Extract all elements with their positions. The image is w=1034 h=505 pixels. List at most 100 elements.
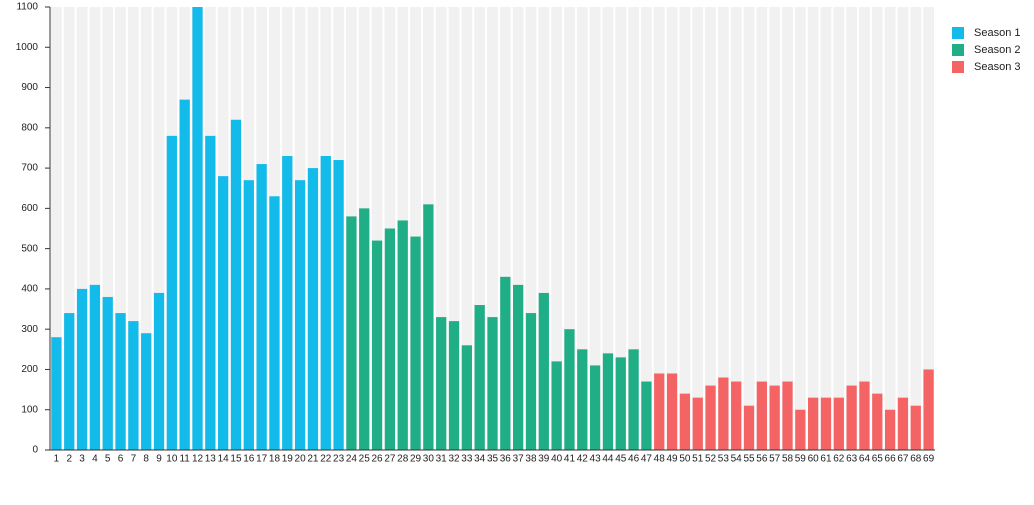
x-tick-label: 58: [782, 454, 794, 465]
band-background: [884, 7, 896, 450]
bar: [564, 329, 575, 450]
band-background: [807, 7, 819, 450]
band-background: [51, 7, 62, 450]
x-tick-label: 62: [833, 454, 845, 465]
x-tick-label: 35: [487, 454, 499, 465]
x-tick-label: 10: [166, 454, 178, 465]
bar: [153, 292, 165, 450]
band-background: [127, 7, 139, 450]
bar: [76, 288, 88, 450]
x-tick-label: 25: [359, 454, 371, 465]
x-tick-label: 49: [667, 454, 679, 465]
x-tick-label: 45: [615, 454, 627, 465]
x-tick-label: 29: [410, 454, 422, 465]
band-background: [474, 7, 486, 450]
bar: [500, 276, 511, 450]
bar: [218, 176, 229, 451]
x-tick-label: 56: [756, 454, 768, 465]
x-tick-label: 48: [654, 454, 666, 465]
bar: [654, 373, 665, 450]
bar: [731, 381, 742, 450]
x-tick-label: 36: [500, 454, 512, 465]
bar: [230, 119, 242, 450]
x-tick-label: 21: [307, 454, 319, 465]
bar: [487, 317, 498, 450]
band-background: [76, 7, 88, 450]
x-tick-label: 34: [474, 454, 486, 465]
bar: [102, 296, 113, 450]
bar: [371, 240, 383, 450]
bar: [923, 369, 934, 450]
x-tick-label: 57: [769, 454, 781, 465]
x-tick-label: 22: [320, 454, 332, 465]
band-background: [63, 7, 75, 450]
bar: [282, 156, 293, 450]
x-tick-label: 27: [384, 454, 396, 465]
bar: [346, 216, 357, 450]
bar: [525, 313, 537, 450]
x-tick-label: 42: [577, 454, 589, 465]
x-tick-label: 4: [92, 454, 98, 465]
x-tick-label: 26: [372, 454, 384, 465]
x-tick-label: 16: [243, 454, 255, 465]
bar: [410, 236, 421, 450]
bar: [641, 381, 652, 450]
bar: [897, 397, 909, 450]
band-background: [859, 7, 870, 450]
x-tick-label: 3: [79, 454, 85, 465]
bar: [910, 405, 921, 450]
x-tick-label: 9: [156, 454, 162, 465]
x-tick-label: 60: [808, 454, 820, 465]
bar: [872, 393, 883, 450]
x-tick-label: 17: [256, 454, 268, 465]
bar: [256, 164, 267, 450]
band-background: [628, 7, 639, 450]
x-tick-label: 46: [628, 454, 640, 465]
band-background: [538, 7, 550, 450]
band-background: [756, 7, 768, 450]
bar: [205, 135, 216, 450]
y-tick-label: 0: [32, 445, 38, 456]
bar: [795, 409, 806, 450]
band-background: [730, 7, 742, 450]
x-tick-label: 14: [218, 454, 230, 465]
bar: [666, 373, 678, 450]
bar: [115, 313, 126, 450]
band-background: [641, 7, 652, 450]
band-background: [705, 7, 716, 450]
bar: [89, 284, 101, 450]
band-background: [615, 7, 627, 450]
y-tick-label: 700: [21, 163, 38, 174]
band-background: [115, 7, 126, 450]
legend-label: Season 1: [974, 27, 1020, 39]
bar: [397, 220, 408, 450]
band-background: [679, 7, 691, 450]
legend-label: Season 3: [974, 61, 1020, 73]
bar: [692, 397, 703, 450]
y-tick-label: 200: [21, 364, 38, 375]
x-tick-label: 18: [269, 454, 281, 465]
x-tick-label: 52: [705, 454, 717, 465]
bar: [679, 393, 691, 450]
y-tick-label: 1000: [16, 42, 39, 53]
band-background: [602, 7, 614, 450]
bar: [820, 397, 832, 450]
x-tick-label: 66: [885, 454, 897, 465]
bar: [513, 284, 524, 450]
legend-swatch: [952, 27, 964, 39]
band-background: [89, 7, 101, 450]
y-tick-label: 400: [21, 284, 38, 295]
bar: [718, 377, 729, 450]
bar: [859, 381, 870, 450]
x-tick-label: 37: [513, 454, 525, 465]
x-tick-label: 38: [525, 454, 537, 465]
band-background: [140, 7, 152, 450]
x-tick-label: 32: [448, 454, 460, 465]
bar: [448, 321, 460, 450]
band-background: [717, 7, 729, 450]
y-tick-label: 600: [21, 203, 38, 214]
bar: [884, 409, 896, 450]
bar: [320, 156, 331, 450]
band-background: [769, 7, 781, 450]
